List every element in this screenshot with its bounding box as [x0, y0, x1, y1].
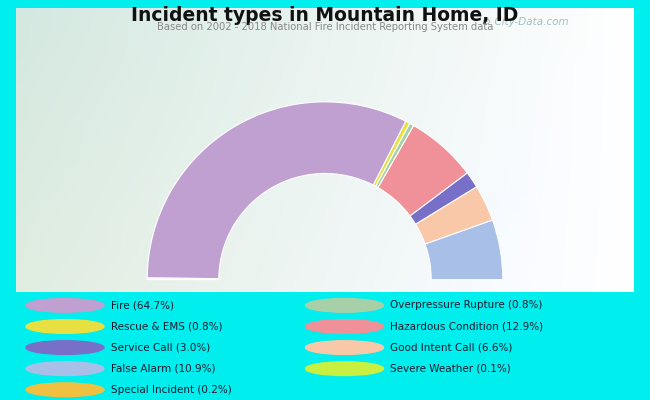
Wedge shape — [415, 187, 493, 244]
Circle shape — [306, 298, 384, 312]
Circle shape — [306, 341, 384, 354]
Text: Rescue & EMS (0.8%): Rescue & EMS (0.8%) — [111, 322, 222, 332]
Text: ⚙ City-Data.com: ⚙ City-Data.com — [482, 16, 569, 26]
Circle shape — [26, 298, 104, 312]
Wedge shape — [147, 278, 219, 279]
Wedge shape — [376, 123, 413, 188]
Wedge shape — [147, 102, 406, 279]
Wedge shape — [378, 126, 467, 216]
Text: Overpressure Rupture (0.8%): Overpressure Rupture (0.8%) — [390, 300, 542, 310]
Text: Special Incident (0.2%): Special Incident (0.2%) — [111, 385, 231, 395]
Circle shape — [26, 341, 104, 354]
Wedge shape — [373, 121, 410, 186]
Text: Based on 2002 - 2018 National Fire Incident Reporting System data: Based on 2002 - 2018 National Fire Incid… — [157, 22, 493, 32]
Wedge shape — [410, 173, 476, 224]
Circle shape — [26, 320, 104, 333]
Text: Fire (64.7%): Fire (64.7%) — [111, 300, 174, 310]
Text: Hazardous Condition (12.9%): Hazardous Condition (12.9%) — [390, 322, 543, 332]
Wedge shape — [147, 278, 219, 280]
Text: Service Call (3.0%): Service Call (3.0%) — [111, 342, 210, 352]
Text: Severe Weather (0.1%): Severe Weather (0.1%) — [390, 364, 511, 374]
Wedge shape — [425, 220, 503, 280]
Text: False Alarm (10.9%): False Alarm (10.9%) — [111, 364, 215, 374]
Circle shape — [306, 320, 384, 333]
Circle shape — [26, 362, 104, 376]
Text: Good Intent Call (6.6%): Good Intent Call (6.6%) — [390, 342, 512, 352]
Circle shape — [26, 383, 104, 396]
Circle shape — [306, 362, 384, 376]
Text: Incident types in Mountain Home, ID: Incident types in Mountain Home, ID — [131, 6, 519, 25]
